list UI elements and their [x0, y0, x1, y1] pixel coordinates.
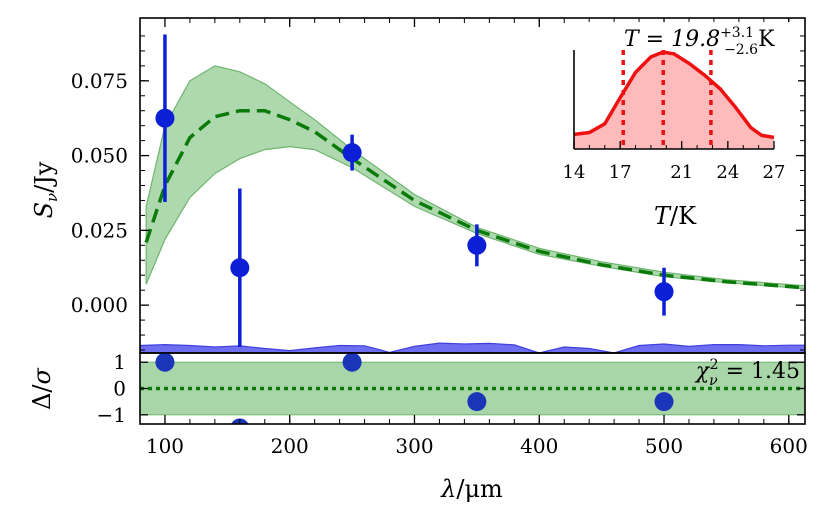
residual-y-axis-label: Δ/σ [28, 367, 56, 409]
chi-square-annotation: χν2 = 1.45 [694, 357, 800, 389]
data-point-marker [155, 108, 175, 128]
data-point-marker [342, 143, 362, 163]
observation-point-350 [467, 224, 487, 267]
observation-point-160 [230, 188, 250, 348]
inset-x-tick-label: 21 [670, 162, 693, 183]
y-tick-label: 0.075 [71, 69, 128, 93]
inset-x-tick-label: 14 [563, 162, 586, 183]
data-point-marker [230, 258, 250, 278]
res-y-tick-label: 1 [113, 350, 126, 374]
observation-point-250 [342, 134, 362, 171]
residual-point-350 [467, 392, 487, 412]
residual-point-100 [155, 353, 175, 372]
x-tick-label: 500 [645, 434, 683, 458]
x-axis-label: λ/μm [440, 475, 503, 503]
y-tick-label: 0.000 [71, 293, 128, 317]
model-uncertainty-band [145, 65, 805, 290]
x-tick-label: 100 [146, 434, 184, 458]
noise-floor-area [140, 342, 805, 353]
inset-x-tick-label: 27 [763, 162, 786, 183]
data-point-marker [654, 282, 674, 302]
residual-point-250 [342, 353, 362, 372]
x-tick-label: 300 [395, 434, 433, 458]
x-tick-label: 600 [770, 434, 808, 458]
inset-x-axis-label: T/K [654, 202, 697, 230]
residual-point-500 [654, 392, 674, 412]
x-tick-label: 400 [520, 434, 558, 458]
y-tick-label: 0.050 [71, 144, 128, 168]
main-y-axis-label: Sν/Jy [30, 161, 61, 218]
observation-point-500 [654, 267, 674, 316]
res-y-tick-label: −1 [97, 403, 126, 427]
inset-title: T = 19.8+3.1 −2.6K [624, 25, 775, 58]
inset-x-tick-label: 24 [716, 162, 739, 183]
inset-x-tick-label: 17 [609, 162, 632, 183]
x-tick-label: 200 [271, 434, 309, 458]
observation-point-100 [155, 34, 175, 202]
res-y-tick-label: 0 [113, 377, 126, 401]
data-point-marker [467, 235, 487, 255]
model-line [144, 108, 805, 290]
y-tick-label: 0.025 [71, 218, 128, 242]
posterior-curve [574, 50, 774, 140]
